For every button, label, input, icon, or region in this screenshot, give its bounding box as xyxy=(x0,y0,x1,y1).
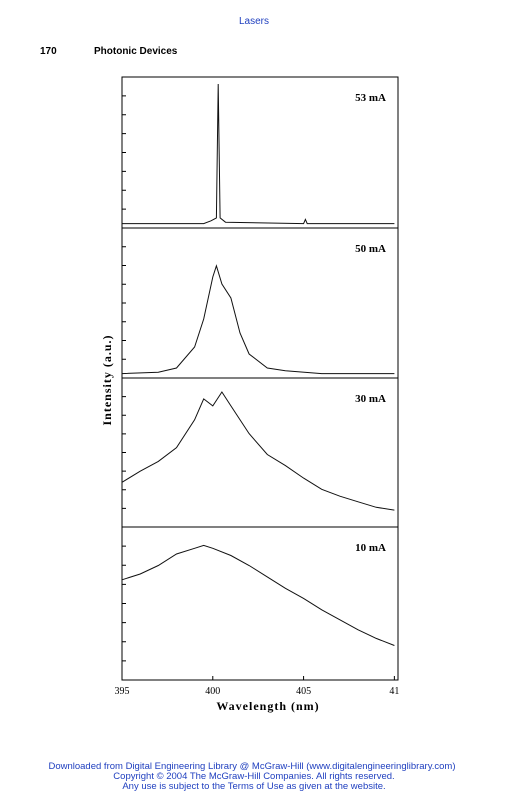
panel-label: 53 mA xyxy=(355,92,386,104)
x-axis-label: Wavelength (nm) xyxy=(216,699,319,713)
x-tick-label: 400 xyxy=(205,686,220,697)
section-title: Photonic Devices xyxy=(94,46,178,57)
spectrum-line xyxy=(121,264,395,375)
spectrum-line xyxy=(121,391,395,511)
y-axis-label: Intensity (a.u.) xyxy=(100,334,114,425)
running-title: Lasers xyxy=(239,16,269,27)
panel-label: 50 mA xyxy=(355,243,386,255)
page-number: 170 xyxy=(40,46,57,57)
spectrum-line xyxy=(122,83,395,225)
footer-line: Downloaded from Digital Engineering Libr… xyxy=(48,761,455,772)
x-tick-label: 395 xyxy=(115,686,130,697)
panel-label: 30 mA xyxy=(355,393,386,405)
footer-line: Copyright © 2004 The McGraw-Hill Compani… xyxy=(113,771,394,782)
panel-label: 10 mA xyxy=(355,542,386,554)
footer-line: Any use is subject to the Terms of Use a… xyxy=(122,781,385,792)
x-tick-label: 405 xyxy=(296,686,311,697)
spectrum-line xyxy=(121,544,395,646)
x-tick-label: 41 xyxy=(389,686,399,697)
